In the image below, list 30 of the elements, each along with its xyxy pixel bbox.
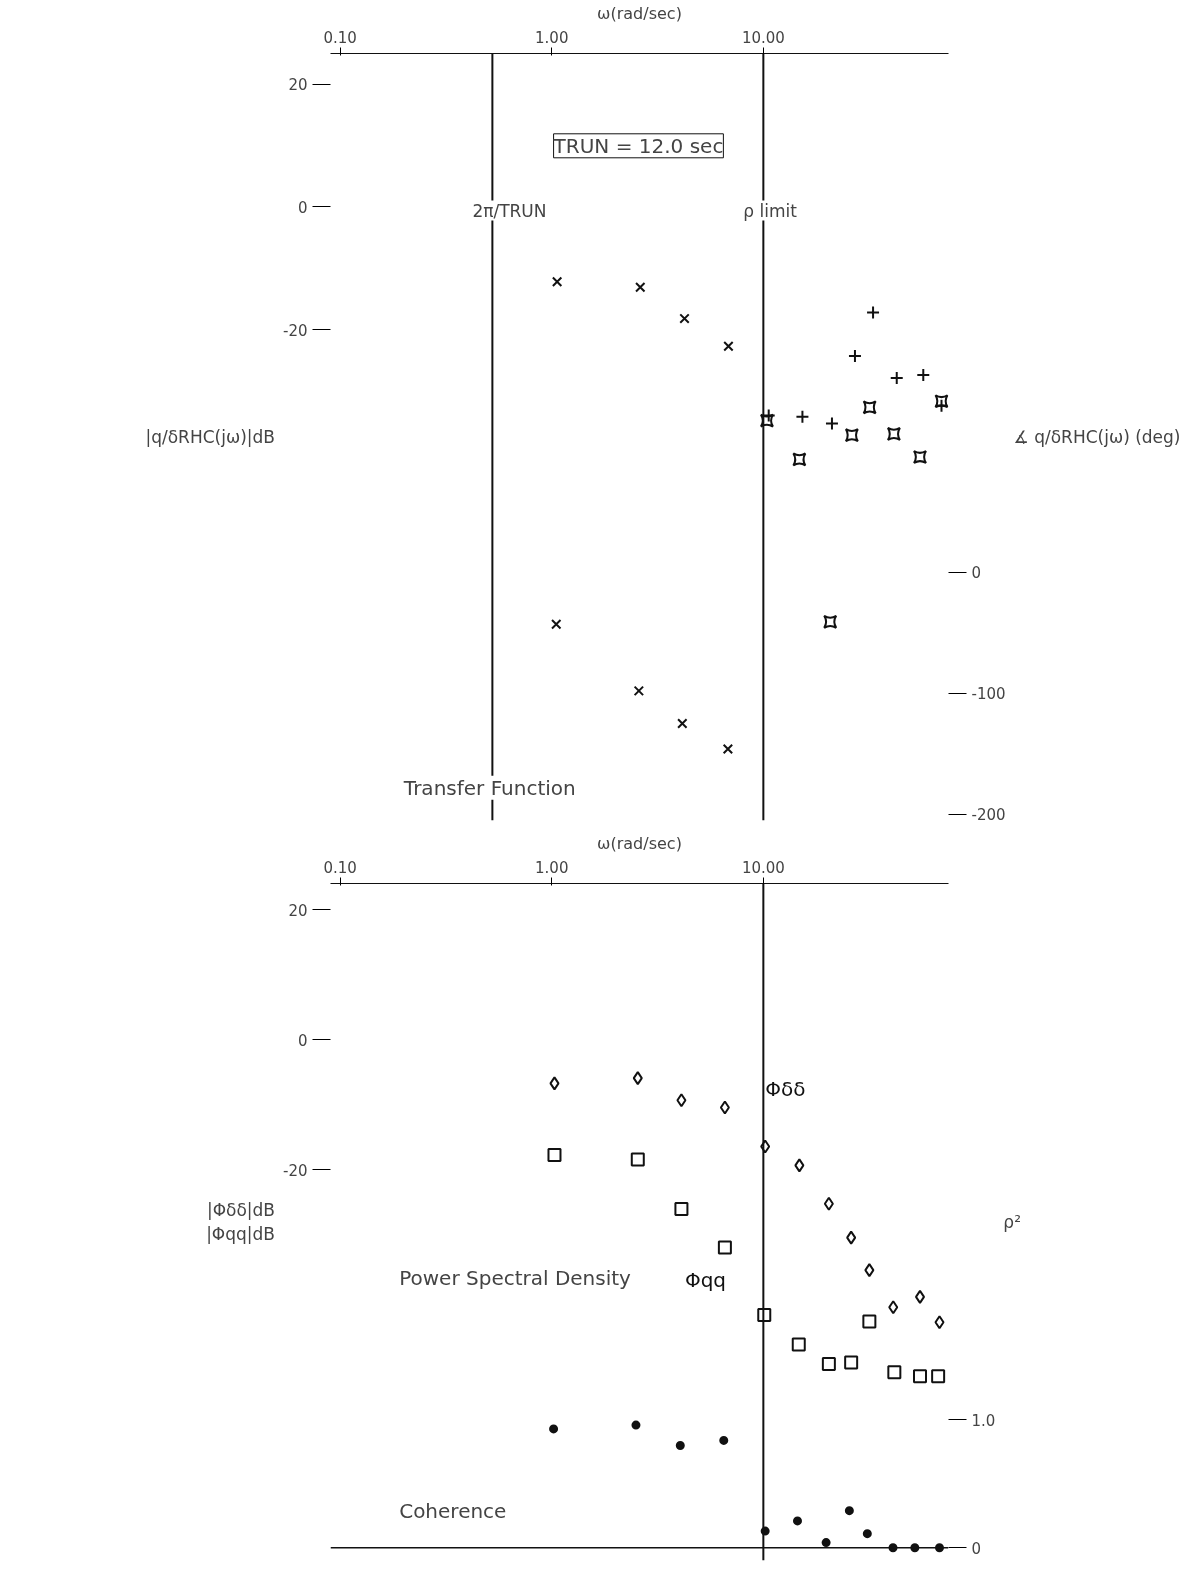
y-tick-label: 20 <box>288 76 308 95</box>
x-tick-label: 10.00 <box>741 858 785 877</box>
annotation: Coherence <box>399 1499 507 1524</box>
ref-line-label: ρ limit <box>743 200 798 221</box>
y-axis-title: |q/δRHC(jω)|dB <box>145 427 276 447</box>
x-axis-title: ω(rad/sec) <box>597 3 682 23</box>
annotation: Power Spectral Density <box>399 1266 632 1291</box>
y-tick-label: 20 <box>288 901 308 920</box>
x-tick-label: 1.00 <box>535 858 569 877</box>
x-tick-label: 1.00 <box>535 28 569 47</box>
y-tick-label: 0 <box>297 1031 308 1050</box>
y-tick-label: -20 <box>283 1161 308 1180</box>
series-label: Φqq <box>684 1268 727 1293</box>
x-axis-title: ω(rad/sec) <box>597 833 682 853</box>
y2-tick-label: 0 <box>971 564 982 583</box>
annotation: Transfer Function <box>402 775 576 800</box>
ref-line-label: 2π/TRUN <box>472 200 547 221</box>
y2-tick-label: 0 <box>971 1539 982 1558</box>
y2-tick-label: 1.0 <box>971 1411 996 1430</box>
y-axis-title: |Φδδ|dB |Φqq|dB <box>206 1200 275 1244</box>
x-tick-label: 0.10 <box>323 28 357 47</box>
x-tick-label: 0.10 <box>323 858 357 877</box>
y2-tick-label: -100 <box>971 685 1006 704</box>
y-tick-label: 0 <box>297 198 308 217</box>
y2-axis-title: ρ² <box>1003 1212 1021 1232</box>
y2-axis-title: ∡ q/δRHC(jω) (deg) <box>1013 427 1181 447</box>
x-tick-label: 10.00 <box>741 28 785 47</box>
series-label: Φδδ <box>765 1077 806 1102</box>
y2-tick-label: -200 <box>971 806 1006 825</box>
y-tick-label: -20 <box>283 321 308 340</box>
